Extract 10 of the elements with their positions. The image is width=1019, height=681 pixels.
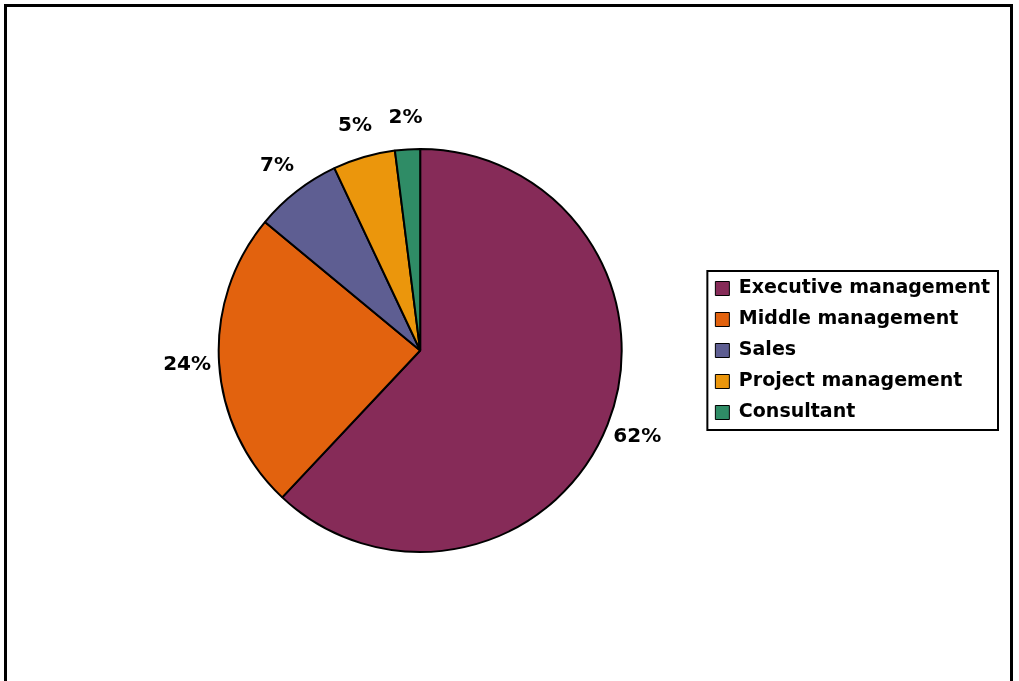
data-label: 7% xyxy=(260,152,295,177)
legend-label: Project management xyxy=(738,368,963,391)
legend-label: Consultant xyxy=(738,399,856,422)
legend-label: Sales xyxy=(738,337,797,360)
data-label: 5% xyxy=(338,112,373,137)
data-label: 2% xyxy=(388,103,423,128)
legend-label: Middle management xyxy=(738,306,959,329)
data-label: 62% xyxy=(613,422,662,447)
data-label: 24% xyxy=(163,351,212,376)
legend-label: Executive management xyxy=(738,275,990,298)
